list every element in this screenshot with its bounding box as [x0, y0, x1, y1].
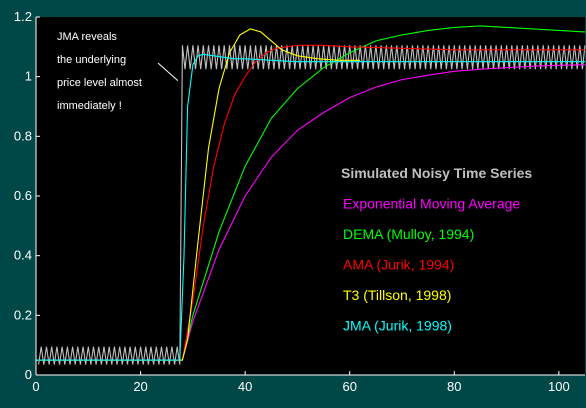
legend-entry: Simulated Noisy Time Series: [341, 165, 532, 181]
series-layer: [36, 25, 586, 365]
legend-entry: DEMA (Mulloy, 1994): [343, 226, 474, 242]
series-line-4: [36, 28, 361, 361]
x-tick-label: 40: [238, 379, 252, 394]
x-tick-label: 60: [342, 379, 356, 394]
series-line-5: [36, 53, 585, 361]
x-tick-label: 80: [447, 379, 461, 394]
y-tick-label: 0: [25, 367, 32, 382]
annotation-arrow: [157, 62, 179, 82]
series-line-1: [36, 64, 586, 361]
legend-entry: Exponential Moving Average: [343, 196, 520, 212]
y-tick-label: 0.4: [14, 248, 32, 263]
y-tick-label: 1.2: [14, 9, 32, 24]
annotation-line: immediately !: [57, 100, 122, 112]
x-tick-label: 0: [32, 379, 39, 394]
y-tick-label: 0.2: [14, 307, 32, 322]
legend-entry: JMA (Jurik, 1998): [343, 318, 452, 334]
y-tick-label: 0.6: [14, 188, 32, 203]
annotation-line: JMA reveals: [57, 31, 117, 43]
x-ticks: 0 20 40 60 80 100: [32, 371, 570, 394]
annotation: JMA reveals the underlying price level alm…: [57, 31, 179, 112]
series-line-0: [38, 45, 586, 365]
plot-area: [36, 17, 585, 375]
y-tick-label: 1: [25, 69, 32, 84]
legend: Simulated Noisy Time Series Exponential M…: [341, 165, 532, 334]
legend-entry: AMA (Jurik, 1994): [343, 257, 454, 273]
annotation-line: price level almost: [57, 77, 142, 89]
x-tick-label: 20: [133, 379, 147, 394]
series-line-3: [36, 44, 585, 361]
x-tick-label: 100: [548, 379, 570, 394]
annotation-line: the underlying: [57, 54, 126, 66]
y-tick-label: 0.8: [14, 128, 32, 143]
legend-entry: T3 (Tillson, 1998): [343, 287, 451, 303]
y-ticks: 0 0.2 0.4 0.6 0.8 1 1.2: [14, 9, 40, 382]
